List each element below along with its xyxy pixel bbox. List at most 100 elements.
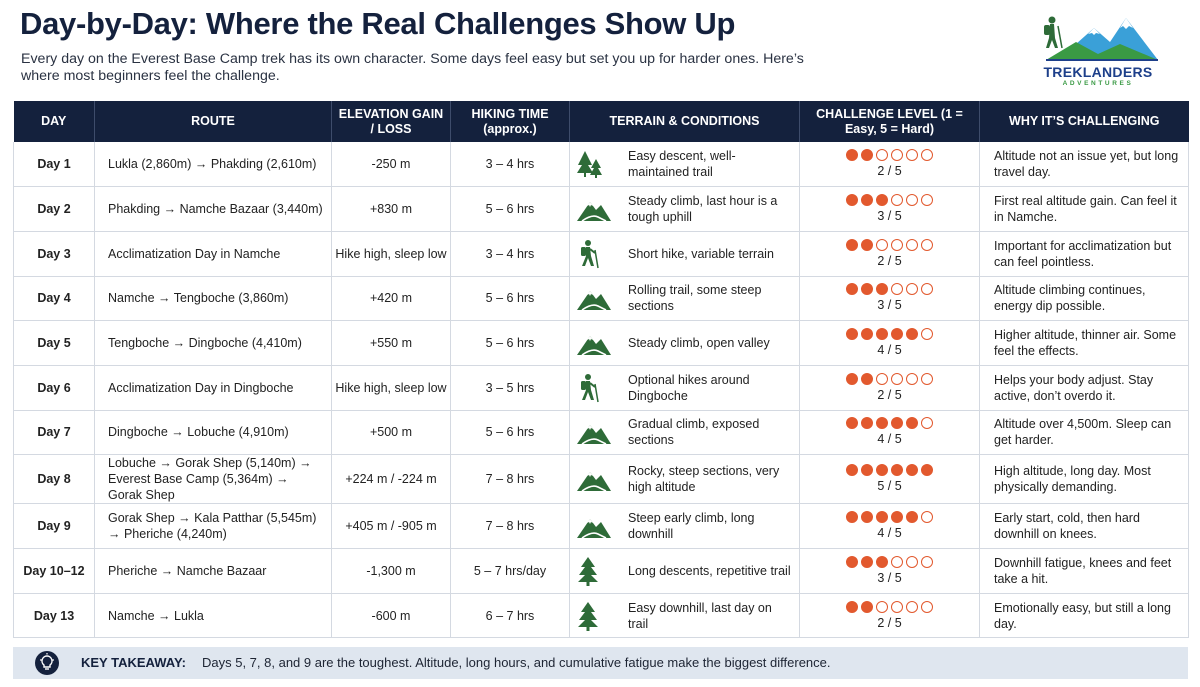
challenge-score: 3 / 5 — [877, 209, 902, 224]
why-cell: Altitude climbing continues, energy dip … — [979, 276, 1189, 322]
why-cell: First real altitude gain. Can feel it in… — [979, 186, 1189, 232]
table-row: Day 5 Tengboche → Dingboche (4,410m) +550 … — [13, 320, 1189, 366]
challenge-dot — [906, 372, 918, 385]
route-cell: Dingboche → Lobuche (4,910m) — [94, 410, 332, 456]
challenge-dot — [921, 149, 933, 162]
challenge-dot — [921, 511, 933, 524]
day-cell: Day 9 — [13, 503, 95, 549]
hiking-time-cell: 3 – 4 hrs — [450, 231, 570, 277]
challenge-cell: 2 / 5 — [799, 231, 980, 277]
challenge-score: 2 / 5 — [877, 253, 902, 268]
takeaway-text: Days 5, 7, 8, and 9 are the toughest. Al… — [202, 655, 831, 670]
challenge-dot — [906, 417, 918, 430]
terrain-cell: Gradual climb, exposed sections — [569, 410, 800, 456]
terrain-cell: Optional hikes around Dingboche — [569, 365, 800, 411]
hiking-time-cell: 3 – 5 hrs — [450, 365, 570, 411]
challenge-dot — [921, 238, 933, 251]
route-cell: Namche → Tengboche (3,860m) — [94, 276, 332, 322]
challenge-dot — [876, 511, 888, 524]
tree-icon — [576, 556, 616, 586]
challenge-score: 5 / 5 — [877, 479, 902, 494]
logo-mountains-icon — [1044, 16, 1158, 61]
route-cell: Gorak Shep → Kala Patthar (5,545m) → Phe… — [94, 503, 332, 549]
route-cell: Pheriche → Namche Bazaar — [94, 548, 332, 594]
terrain-text: Steep early climb, long downhill — [628, 511, 755, 542]
elevation-cell: +500 m — [331, 410, 451, 456]
why-cell: Altitude over 4,500m. Sleep can get hard… — [979, 410, 1189, 456]
challenge-dot — [846, 149, 858, 162]
day-cell: Day 1 — [13, 142, 95, 188]
challenge-cell: 2 / 5 — [799, 365, 980, 411]
terrain-text: Easy descent, well-maintained trail — [628, 149, 736, 180]
logo-brand-text: TREKLANDERS — [1043, 64, 1153, 80]
terrain-text: Long descents, repetitive trail — [628, 563, 791, 578]
why-cell: Downhill fatigue, knees and feet take a … — [979, 548, 1189, 594]
terrain-text: Short hike, variable terrain — [628, 246, 774, 261]
challenge-dot — [906, 328, 918, 341]
challenge-dot — [891, 238, 903, 251]
elevation-cell: +420 m — [331, 276, 451, 322]
route-cell: Acclimatization Day in Namche — [94, 231, 332, 277]
route-cell: Phakding → Namche Bazaar (3,440m) — [94, 186, 332, 232]
challenge-dot — [861, 238, 873, 251]
day-cell: Day 7 — [13, 410, 95, 456]
header-why: WHY IT’S CHALLENGING — [979, 101, 1189, 142]
terrain-text: Steady climb, last hour is a tough uphil… — [628, 194, 778, 225]
challenge-dots — [800, 283, 979, 296]
challenge-dot — [876, 238, 888, 251]
challenge-cell: 4 / 5 — [799, 320, 980, 366]
why-cell: Important for acclimatization but can fe… — [979, 231, 1189, 277]
hiker-icon — [576, 373, 616, 403]
page-title: Day-by-Day: Where the Real Challenges Sh… — [20, 6, 736, 41]
terrain-text: Rolling trail, some steep sections — [628, 283, 762, 314]
elevation-cell: -1,300 m — [331, 548, 451, 594]
challenge-dot — [891, 600, 903, 613]
challenge-score: 3 / 5 — [877, 570, 902, 585]
challenge-dots — [800, 372, 979, 385]
challenge-dot — [846, 417, 858, 430]
challenge-cell: 5 / 5 — [799, 454, 980, 505]
challenge-dot — [876, 464, 888, 477]
terrain-cell: Steady climb, last hour is a tough uphil… — [569, 186, 800, 232]
challenge-dots — [800, 194, 979, 207]
hiking-time-cell: 3 – 4 hrs — [450, 142, 570, 188]
table-row: Day 1 Lukla (2,860m) → Phakding (2,610m) -… — [13, 142, 1189, 188]
challenge-cell: 3 / 5 — [799, 186, 980, 232]
mountain-icon — [576, 464, 616, 494]
terrain-cell: Easy downhill, last day on trail — [569, 593, 800, 639]
challenge-dot — [861, 372, 873, 385]
route-cell: Tengboche → Dingboche (4,410m) — [94, 320, 332, 366]
challenge-cell: 3 / 5 — [799, 276, 980, 322]
route-cell: Lukla (2,860m) → Phakding (2,610m) — [94, 142, 332, 188]
terrain-text: Steady climb, open valley — [628, 336, 770, 351]
terrain-cell: Steep early climb, long downhill — [569, 503, 800, 549]
challenge-dot — [861, 283, 873, 296]
lightbulb-icon — [35, 651, 59, 675]
challenge-dot — [891, 328, 903, 341]
hiking-time-cell: 6 – 7 hrs — [450, 593, 570, 639]
elevation-cell: Hike high, sleep low — [331, 231, 451, 277]
mountain-icon — [576, 511, 616, 541]
hiking-time-cell: 5 – 6 hrs — [450, 320, 570, 366]
challenge-dot — [861, 417, 873, 430]
challenge-dot — [921, 417, 933, 430]
challenge-dot — [921, 464, 933, 477]
challenge-dots — [800, 600, 979, 613]
itinerary-table: DAY ROUTE ELEVATION GAIN / LOSS HIKING T… — [13, 101, 1189, 639]
table-row: Day 8 Lobuche → Gorak Shep (5,140m) → Eve… — [13, 454, 1189, 505]
challenge-cell: 4 / 5 — [799, 410, 980, 456]
key-takeaway-banner: KEY TAKEAWAY: Days 5, 7, 8, and 9 are th… — [13, 647, 1188, 679]
header-route: ROUTE — [94, 101, 332, 142]
challenge-dot — [846, 600, 858, 613]
challenge-dot — [861, 600, 873, 613]
why-cell: High altitude, long day. Most physically… — [979, 454, 1189, 505]
hiking-time-cell: 5 – 6 hrs — [450, 410, 570, 456]
challenge-dot — [906, 555, 918, 568]
day-cell: Day 10–12 — [13, 548, 95, 594]
terrain-cell: Steady climb, open valley — [569, 320, 800, 366]
terrain-cell: Short hike, variable terrain — [569, 231, 800, 277]
why-cell: Emotionally easy, but still a long day. — [979, 593, 1189, 639]
mountain-icon — [576, 417, 616, 447]
challenge-dot — [891, 464, 903, 477]
